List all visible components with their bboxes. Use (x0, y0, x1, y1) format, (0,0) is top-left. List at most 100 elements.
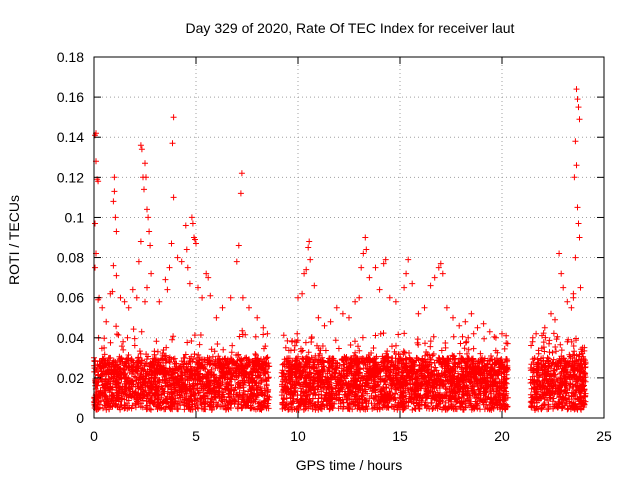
data-point (564, 298, 571, 305)
y-tick-label: 0.14 (57, 129, 84, 145)
data-point (109, 288, 116, 295)
plot-frame (93, 56, 605, 419)
data-point (571, 174, 578, 181)
data-point (135, 258, 142, 265)
data-point (405, 256, 412, 263)
data-point (492, 334, 499, 341)
data-point (188, 214, 195, 221)
data-point (129, 286, 136, 293)
data-point (301, 270, 308, 277)
data-point (576, 116, 583, 123)
data-point (339, 310, 346, 317)
data-point (137, 238, 144, 245)
data-point (535, 350, 542, 357)
data-point (233, 258, 240, 265)
data-point (421, 304, 428, 311)
data-point (145, 214, 152, 221)
data-point (415, 310, 422, 317)
x-tick-label: 10 (290, 428, 306, 444)
data-point (227, 294, 234, 301)
data-point (431, 274, 438, 281)
x-tick-label: 15 (392, 428, 408, 444)
y-tick-label: 0.08 (57, 250, 84, 266)
data-point (409, 280, 416, 287)
data-point (288, 338, 295, 345)
data-point (327, 318, 334, 325)
data-point (113, 228, 120, 235)
data-point (111, 188, 118, 195)
data-point (333, 304, 340, 311)
data-point (239, 294, 246, 301)
data-point (254, 314, 261, 321)
dense-roti-samples (91, 323, 589, 413)
data-point (112, 214, 119, 221)
data-point (189, 220, 196, 227)
data-point (548, 310, 554, 317)
data-point (99, 304, 106, 311)
data-point (380, 260, 387, 267)
data-point (403, 270, 410, 277)
data-point (558, 270, 565, 277)
data-point (443, 304, 450, 311)
data-point (219, 304, 226, 311)
data-point (199, 294, 206, 301)
data-point (144, 206, 150, 213)
data-point (117, 294, 124, 301)
data-point (147, 242, 154, 249)
data-point (195, 284, 201, 291)
data-point (573, 86, 580, 93)
data-point (499, 330, 505, 337)
data-point (372, 264, 379, 271)
data-point (110, 198, 117, 205)
y-tick-label: 0.16 (57, 89, 84, 105)
data-point (184, 264, 191, 271)
data-point (529, 338, 536, 345)
data-point (203, 270, 210, 277)
data-point (142, 160, 148, 167)
data-point (311, 282, 318, 289)
data-points (92, 86, 584, 357)
data-point (186, 280, 193, 287)
data-point (111, 174, 118, 181)
data-point (299, 290, 306, 297)
data-point (366, 274, 373, 281)
data-point (192, 236, 198, 243)
y-tick-label: 0.18 (57, 49, 84, 65)
data-point (246, 304, 252, 311)
data-point (576, 234, 583, 241)
data-point (474, 324, 481, 331)
x-tick-label: 25 (596, 428, 612, 444)
data-point (572, 138, 579, 145)
data-point (133, 294, 140, 301)
data-point (456, 322, 463, 329)
data-point (401, 284, 408, 291)
data-point (360, 250, 367, 257)
data-point (568, 304, 575, 311)
data-point (103, 318, 110, 325)
data-point (363, 246, 370, 253)
data-point (113, 272, 120, 279)
data-point (183, 246, 190, 253)
data-point (382, 256, 389, 263)
data-point (264, 330, 271, 337)
data-point (427, 282, 434, 289)
y-axis-label: ROTI / TECUs (6, 195, 22, 285)
data-point (144, 284, 150, 291)
data-point (92, 220, 98, 227)
data-point (182, 222, 189, 229)
data-point (207, 292, 214, 299)
x-tick-label: 0 (90, 428, 98, 444)
data-point (480, 320, 487, 327)
data-point (305, 244, 312, 251)
data-point (392, 298, 399, 305)
data-point (164, 286, 171, 293)
axis-ticks (93, 56, 605, 419)
data-point (213, 314, 220, 321)
data-point (577, 284, 584, 291)
data-point (237, 190, 244, 197)
data-point (352, 298, 359, 305)
data-point (168, 240, 175, 247)
data-point (92, 264, 98, 271)
